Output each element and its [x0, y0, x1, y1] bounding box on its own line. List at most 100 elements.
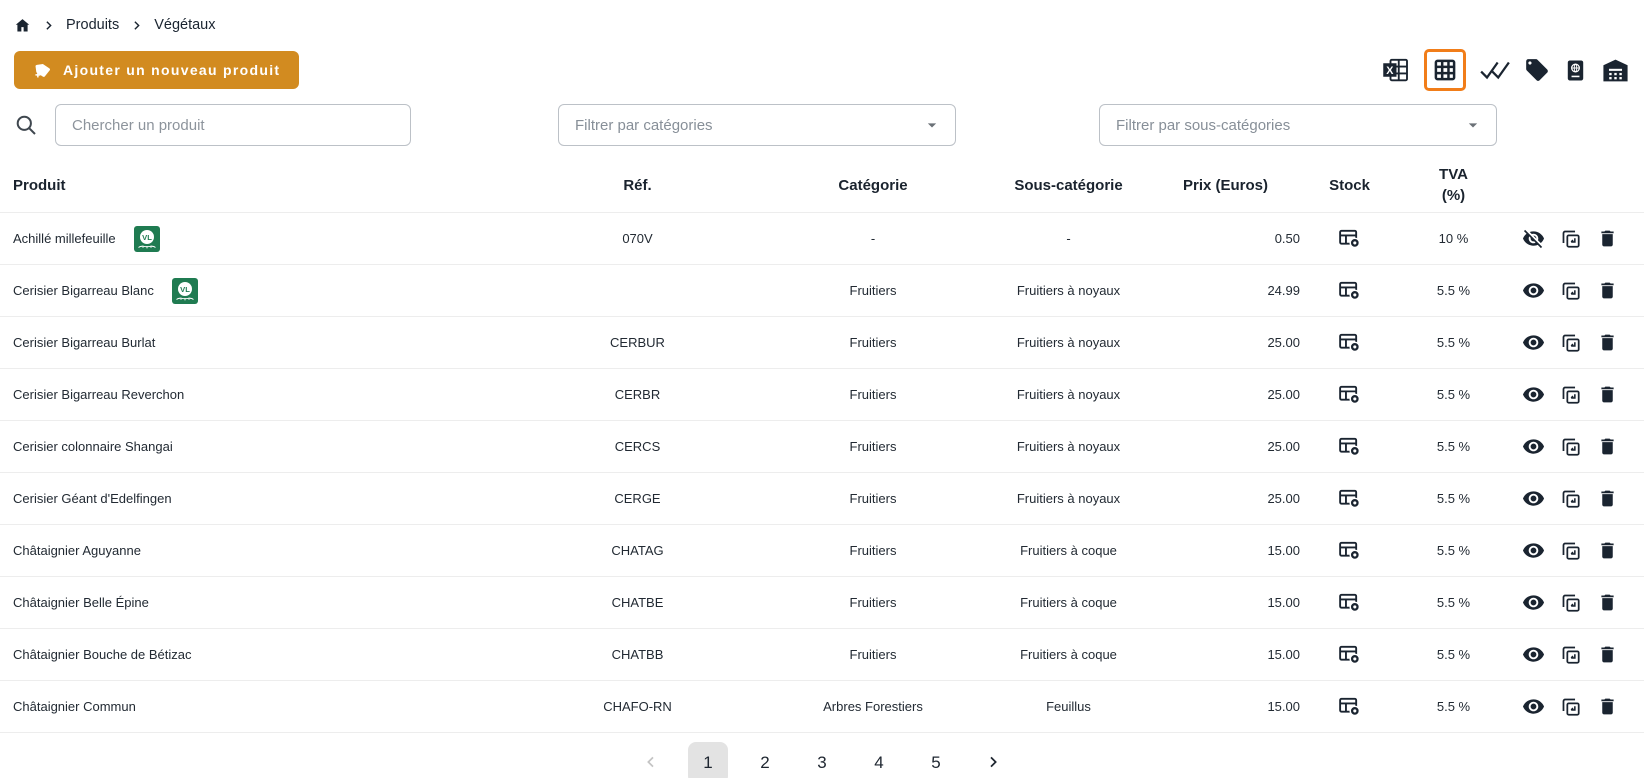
product-price: 25.00: [1267, 491, 1300, 506]
pagination-page-button[interactable]: 5: [916, 742, 956, 778]
product-ref: CERCS: [614, 439, 661, 454]
row-actions: [1508, 331, 1631, 354]
delete-button[interactable]: [1597, 332, 1618, 353]
visibility-on-icon: [1522, 647, 1544, 662]
duplicate-button[interactable]: [1560, 696, 1582, 718]
trash-icon: [1600, 386, 1614, 403]
visibility-toggle-button[interactable]: [1522, 383, 1545, 406]
delete-button[interactable]: [1597, 384, 1618, 405]
subcategory-filter-select[interactable]: Filtrer par sous-catégories: [1099, 104, 1497, 146]
product-name-cell: Châtaignier Bouche de Bétizac VL: [13, 647, 515, 662]
visibility-toggle-button[interactable]: [1522, 487, 1545, 510]
stock-button[interactable]: [1300, 278, 1399, 303]
visibility-toggle-button[interactable]: [1522, 279, 1545, 302]
row-actions: [1508, 435, 1631, 458]
table-row: Cerisier Bigarreau Burlat VL CERBUR Frui…: [0, 316, 1644, 368]
search-input[interactable]: [55, 104, 411, 146]
stock-table-icon: [1337, 330, 1362, 355]
stock-button[interactable]: [1300, 590, 1399, 615]
chevron-right-icon: [42, 19, 55, 32]
product-ref: CHATBE: [611, 595, 664, 610]
row-actions: [1508, 279, 1631, 302]
duplicate-button[interactable]: [1560, 436, 1582, 458]
product-price: 15.00: [1267, 595, 1300, 610]
product-category: Fruitiers: [849, 283, 897, 298]
pagination-page-button[interactable]: 4: [859, 742, 899, 778]
delete-button[interactable]: [1597, 696, 1618, 717]
table-row: Châtaignier Aguyanne VL CHATAG Fruitiers…: [0, 524, 1644, 576]
pagination-prev-button[interactable]: [631, 742, 671, 778]
category-filter-select[interactable]: Filtrer par catégories: [558, 104, 956, 146]
row-actions: [1508, 227, 1631, 250]
product-subcategory: Fruitiers à coque: [1020, 595, 1117, 610]
breadcrumb-vegetaux: Végétaux: [154, 17, 216, 33]
passport-icon[interactable]: [1563, 58, 1588, 83]
tags-icon[interactable]: [1524, 57, 1550, 83]
product-price: 25.00: [1267, 439, 1300, 454]
stock-button[interactable]: [1300, 694, 1399, 719]
duplicate-button[interactable]: [1560, 280, 1582, 302]
duplicate-button[interactable]: [1560, 332, 1582, 354]
approve-all-icon[interactable]: [1479, 58, 1511, 82]
product-subcategory: Fruitiers à noyaux: [1016, 283, 1121, 298]
vl-badge: VL: [171, 277, 198, 304]
column-header-sous-categorie: Sous-catégorie: [1014, 177, 1123, 194]
stock-button[interactable]: [1300, 434, 1399, 459]
svg-text:VL: VL: [142, 232, 152, 241]
duplicate-button[interactable]: [1560, 644, 1582, 666]
pagination-page-button[interactable]: 1: [688, 742, 728, 778]
delete-button[interactable]: [1597, 280, 1618, 301]
table-row: Cerisier Bigarreau Reverchon VL CERBR Fr…: [0, 368, 1644, 420]
duplicate-button[interactable]: [1560, 540, 1582, 562]
product-name-cell: Achillé millefeuille VL: [13, 225, 515, 252]
table-view-icon[interactable]: [1424, 49, 1466, 91]
pagination-page-button[interactable]: 2: [745, 742, 785, 778]
visibility-toggle-button[interactable]: [1522, 695, 1545, 718]
topbar: Ajouter un nouveau produit X: [14, 49, 1630, 91]
duplicate-button[interactable]: [1560, 592, 1582, 614]
stock-button[interactable]: [1300, 382, 1399, 407]
duplicate-button[interactable]: [1560, 488, 1582, 510]
trash-icon: [1600, 646, 1614, 663]
visibility-toggle-button[interactable]: [1522, 591, 1545, 614]
stock-table-icon: [1337, 278, 1362, 303]
pagination-page-button[interactable]: 3: [802, 742, 842, 778]
delete-button[interactable]: [1597, 540, 1618, 561]
delete-button[interactable]: [1597, 592, 1618, 613]
delete-button[interactable]: [1597, 228, 1618, 249]
column-header-ref: Réf.: [623, 177, 652, 194]
delete-button[interactable]: [1597, 488, 1618, 509]
stock-button[interactable]: [1300, 538, 1399, 563]
stock-table-icon: [1337, 538, 1362, 563]
stock-button[interactable]: [1300, 330, 1399, 355]
visibility-toggle-button[interactable]: [1522, 331, 1545, 354]
view-toolbar: X: [1381, 49, 1630, 91]
trash-icon: [1600, 438, 1614, 455]
duplicate-icon: [1562, 438, 1580, 456]
trash-icon: [1600, 698, 1614, 715]
stock-table-icon: [1337, 382, 1362, 407]
stock-button[interactable]: [1300, 642, 1399, 667]
stock-button[interactable]: [1300, 226, 1399, 251]
stock-button[interactable]: [1300, 486, 1399, 511]
chevron-right-icon: [130, 19, 143, 32]
trash-icon: [1600, 490, 1614, 507]
visibility-toggle-button[interactable]: [1522, 435, 1545, 458]
excel-export-icon[interactable]: X: [1381, 55, 1411, 85]
visibility-toggle-button[interactable]: [1522, 227, 1545, 250]
duplicate-button[interactable]: [1560, 384, 1582, 406]
warehouse-icon[interactable]: [1601, 56, 1630, 85]
visibility-toggle-button[interactable]: [1522, 539, 1545, 562]
add-product-button[interactable]: Ajouter un nouveau produit: [14, 51, 300, 89]
duplicate-button[interactable]: [1560, 228, 1582, 250]
pagination-next-button[interactable]: [973, 742, 1013, 778]
breadcrumb-produits[interactable]: Produits: [66, 17, 120, 33]
svg-text:X: X: [1386, 65, 1394, 77]
delete-button[interactable]: [1597, 644, 1618, 665]
column-header-stock: Stock: [1329, 177, 1370, 194]
product-price: 24.99: [1267, 283, 1300, 298]
home-icon[interactable]: [14, 17, 31, 34]
delete-button[interactable]: [1597, 436, 1618, 457]
visibility-toggle-button[interactable]: [1522, 643, 1545, 666]
